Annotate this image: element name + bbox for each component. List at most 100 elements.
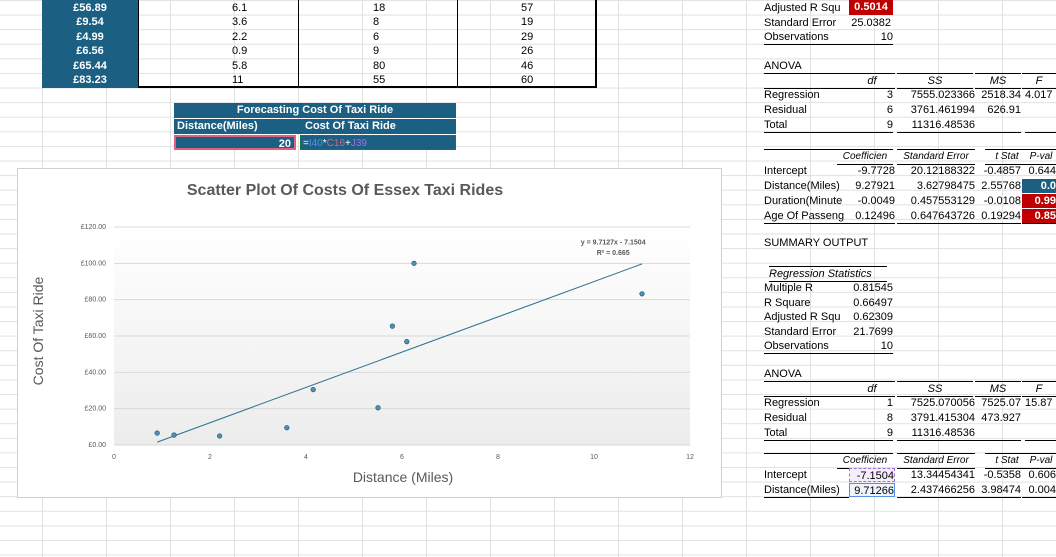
col-b-cell[interactable]: 0.9 — [232, 45, 248, 57]
forecast-formula-cell[interactable]: =I40*C16+J39 — [300, 135, 456, 150]
observations-label[interactable]: Observations — [764, 30, 850, 45]
anova-header[interactable]: F — [1022, 73, 1056, 89]
anova-header[interactable]: SS — [897, 73, 973, 89]
anova-ms[interactable]: 7525.07 — [981, 397, 1021, 409]
forecast-cost-header[interactable]: Cost Of Taxi Ride — [302, 119, 456, 134]
std-error-value[interactable]: 25.0382 — [851, 17, 891, 29]
col-c-cell[interactable]: 6 — [373, 31, 380, 43]
col-c-cell[interactable]: 18 — [373, 2, 386, 14]
std-error-label[interactable]: Standard Error — [764, 17, 837, 29]
col-d-cell[interactable]: 57 — [521, 2, 534, 14]
anova-row-label[interactable]: Regression — [764, 397, 820, 409]
coef-value[interactable]: -7.1504 — [849, 468, 895, 482]
coef-value[interactable]: 9.27921 — [855, 180, 895, 192]
anova-df[interactable]: 9 — [849, 118, 893, 133]
anova-f[interactable] — [1025, 118, 1056, 133]
cost-cell[interactable]: £4.99 — [76, 31, 104, 43]
col-c-cell[interactable]: 9 — [373, 45, 380, 57]
col-d-cell[interactable]: 29 — [521, 31, 534, 43]
cost-cell[interactable]: £6.56 — [76, 45, 104, 57]
coef-p-value[interactable]: 0.0 — [1022, 179, 1056, 193]
coef-value[interactable]: -0.0049 — [857, 195, 895, 207]
col-d-cell[interactable]: 46 — [521, 60, 534, 72]
anova-ms[interactable] — [975, 426, 1021, 441]
coef-p-value[interactable]: 0.99 — [1022, 194, 1056, 208]
coef-t-stat[interactable]: -0.0108 — [983, 195, 1021, 207]
anova-f[interactable] — [1025, 426, 1056, 441]
col-b-cell[interactable]: 3.6 — [232, 16, 248, 28]
data-point[interactable] — [389, 323, 396, 329]
coef-header[interactable]: Standard Error — [897, 149, 975, 165]
coef-std-error[interactable]: 0.647643726 — [897, 209, 975, 224]
summary-stat-value[interactable]: 21.7699 — [853, 325, 893, 338]
data-point[interactable] — [154, 430, 160, 436]
anova-f[interactable] — [1025, 103, 1056, 117]
anova-header[interactable]: F — [1022, 381, 1056, 397]
anova-df[interactable]: 9 — [849, 426, 893, 441]
col-c-cell[interactable]: 55 — [373, 74, 386, 86]
anova-ss[interactable]: 11316.48536 — [897, 426, 975, 441]
coef-t-stat[interactable]: 3.98474 — [975, 483, 1021, 498]
col-d-cell[interactable]: 19 — [521, 16, 534, 28]
summary-stat-value[interactable]: 0.81545 — [853, 282, 893, 294]
coef-row-label[interactable]: Duration(Minute — [764, 195, 843, 207]
data-point[interactable] — [171, 432, 177, 438]
coef-row-label[interactable]: Intercept — [764, 165, 807, 177]
anova-row-label[interactable]: Total — [764, 426, 849, 441]
coef-value[interactable]: -9.7728 — [857, 165, 895, 177]
anova-ss[interactable]: 3761.461994 — [910, 104, 975, 116]
anova-header[interactable]: MS — [975, 73, 1021, 89]
coef-header[interactable]: Standard Error — [897, 453, 975, 469]
col-b-cell[interactable]: 11 — [232, 74, 244, 86]
col-c-cell[interactable]: 80 — [373, 60, 386, 72]
coef-std-error[interactable]: 13.34454341 — [910, 469, 975, 481]
summary-stat-label[interactable]: Standard Error — [764, 325, 837, 338]
col-d-cell[interactable]: 26 — [521, 45, 534, 57]
adj-r-square-value[interactable]: 0.5014 — [849, 0, 893, 15]
coef-t-stat[interactable]: -0.4857 — [983, 165, 1021, 177]
anova-ms[interactable] — [975, 118, 1021, 133]
forecast-distance-header[interactable]: Distance(Miles) — [174, 119, 303, 134]
coef-std-error[interactable]: 20.12188322 — [910, 165, 975, 177]
coef-row-label[interactable]: Distance(Miles) — [764, 483, 849, 498]
anova-header[interactable]: MS — [975, 381, 1021, 397]
coef-p-value[interactable]: 0.004 — [1022, 483, 1056, 498]
coef-row-label[interactable]: Age Of Passeng — [764, 209, 849, 224]
coef-t-stat[interactable]: 0.19294 — [975, 209, 1021, 224]
coef-p-value[interactable]: 0.644 — [1028, 165, 1056, 177]
anova-header[interactable]: SS — [897, 381, 973, 397]
cost-cell[interactable]: £65.44 — [73, 60, 107, 72]
anova-title[interactable]: ANOVA — [764, 60, 802, 72]
col-c-cell[interactable]: 8 — [373, 16, 380, 28]
coef-row-label[interactable]: Distance(Miles) — [764, 180, 840, 192]
coef-value[interactable]: 0.12496 — [849, 209, 895, 224]
coef-t-stat[interactable]: -0.5358 — [983, 469, 1021, 481]
data-point[interactable] — [217, 433, 223, 439]
anova-f[interactable] — [1025, 411, 1056, 425]
summary-stat-label[interactable]: Multiple R — [764, 282, 813, 294]
coef-header[interactable]: P-val — [1024, 149, 1056, 165]
adj-r-square-label[interactable]: Adjusted R Squ — [764, 2, 841, 14]
anova-ms[interactable]: 473.927 — [981, 412, 1021, 424]
summary-stat-value[interactable]: 0.62309 — [853, 311, 893, 323]
anova-header[interactable]: df — [849, 381, 895, 397]
data-point[interactable] — [375, 405, 381, 411]
coef-header[interactable]: P-val — [1024, 453, 1056, 469]
data-point[interactable] — [411, 260, 417, 266]
anova-row-label[interactable]: Residual — [764, 104, 807, 116]
col-b-cell[interactable]: 2.2 — [232, 31, 248, 43]
col-d-cell[interactable]: 60 — [521, 74, 534, 86]
coef-value[interactable]: 9.71266 — [849, 483, 895, 497]
coef-t-stat[interactable]: 2.55768 — [981, 180, 1021, 192]
forecast-distance-cell[interactable]: 20 — [174, 135, 296, 150]
anova-df[interactable]: 1 — [886, 397, 893, 409]
summary-stat-value[interactable]: 10 — [849, 339, 893, 354]
col-b-cell[interactable]: 6.1 — [232, 2, 248, 14]
summary-output-title[interactable]: SUMMARY OUTPUT — [764, 237, 869, 249]
col-b-cell[interactable]: 5.8 — [232, 60, 248, 72]
summary-stat-label[interactable]: Observations — [764, 339, 849, 354]
anova-row-label[interactable]: Regression — [764, 89, 820, 101]
anova-ms[interactable]: 626.91 — [987, 104, 1021, 116]
summary-stat-label[interactable]: R Square — [764, 296, 811, 309]
coef-p-value[interactable]: 0.85 — [1022, 209, 1056, 224]
